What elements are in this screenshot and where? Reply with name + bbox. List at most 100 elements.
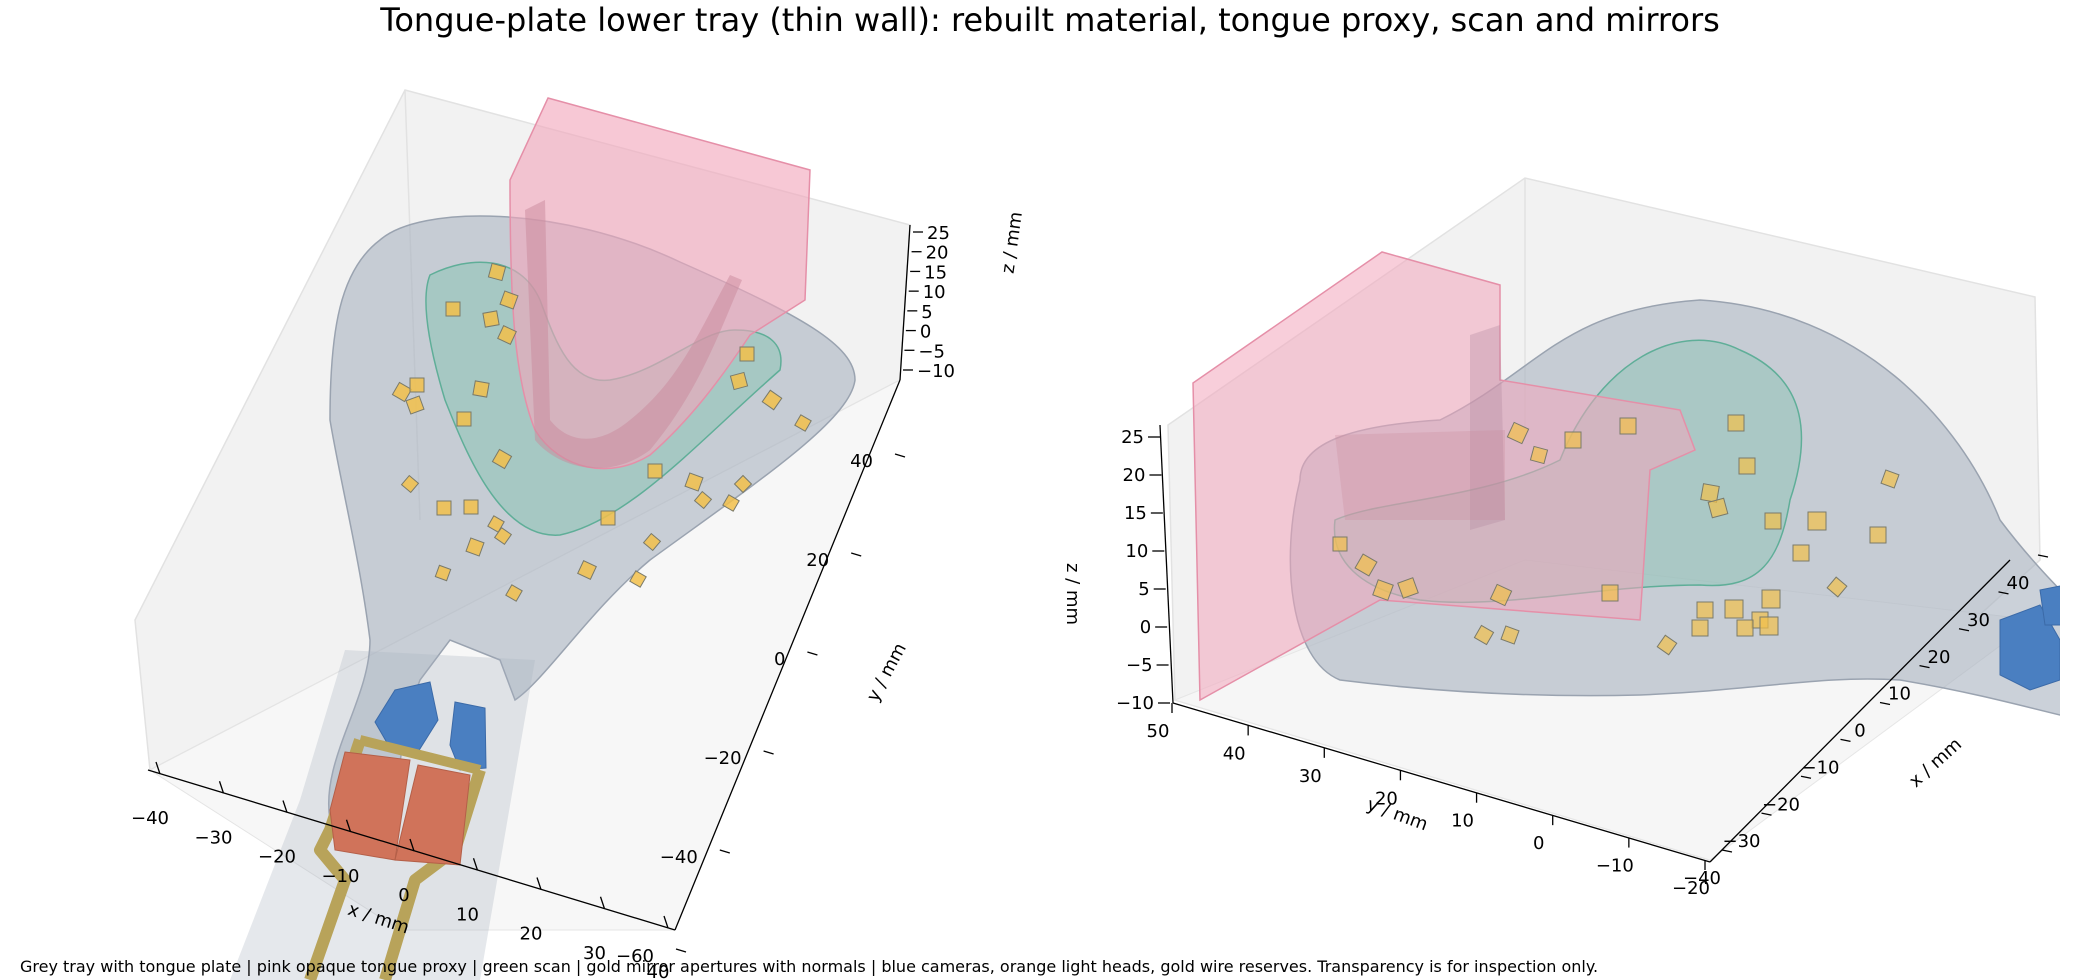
mirror-aperture <box>1619 417 1637 435</box>
right-y-axis-tick-label: 30 <box>1299 766 1322 787</box>
right-x-axis-tick-label: 0 <box>1854 721 1865 742</box>
right-mirror-apertures <box>1332 414 1900 656</box>
left-x-axis-tick-label: −30 <box>195 827 233 848</box>
right-x-axis-tick <box>2037 554 2049 558</box>
mirror-aperture <box>1564 431 1582 449</box>
mirror-aperture <box>1489 583 1513 607</box>
right-y-axis-tick-label: 10 <box>1451 811 1474 832</box>
left-y-axis-tick <box>851 552 862 557</box>
mirror-aperture <box>497 325 517 345</box>
left-y-axis-tick <box>763 750 774 755</box>
right-camera-1 <box>1999 604 2060 691</box>
right-y-axis-tick-label: 50 <box>1147 721 1170 742</box>
right-z-axis-tick-label: −5 <box>1126 655 1153 676</box>
right-z-axis-tick-label: 25 <box>1121 427 1144 448</box>
mirror-aperture <box>642 532 662 552</box>
right-z-axis-tick-label: 10 <box>1125 541 1148 562</box>
mirror-aperture <box>684 472 704 492</box>
mirror-aperture <box>405 395 425 415</box>
left-z-axis-tick-label: 0 <box>920 322 931 343</box>
mirror-aperture <box>505 584 523 602</box>
right-x-axis <box>1709 559 2011 863</box>
left-x-axis-tick <box>282 800 288 813</box>
mirror-aperture <box>647 463 663 479</box>
left-tongue-inner <box>525 200 742 469</box>
left-mirror-apertures <box>391 262 812 602</box>
mirror-aperture <box>729 371 749 391</box>
mirror-aperture <box>436 500 452 516</box>
right-y-axis-tick-label: 40 <box>1223 743 1246 764</box>
left-y-axis-tick <box>894 453 906 458</box>
right-x-axis-tick-label: 30 <box>1967 610 1990 631</box>
left-x-axis-tick <box>218 781 225 794</box>
mirror-aperture <box>409 377 425 393</box>
right-camera-2 <box>2039 585 2060 626</box>
mirror-aperture <box>761 389 783 411</box>
mirror-aperture <box>1826 576 1848 598</box>
left-y-axis-label: y / mm <box>863 640 911 706</box>
right-z-axis-tick-label: 0 <box>1140 617 1151 638</box>
mirror-aperture <box>491 448 513 470</box>
right-x-axis-label: x / mm <box>1905 734 1966 792</box>
left-y-axis-tick-label: 40 <box>850 451 873 472</box>
mirror-aperture <box>434 564 452 582</box>
left-x-axis-tick <box>536 877 542 890</box>
left-y-axis-tick-label: −40 <box>660 847 698 868</box>
left-y-axis-tick-label: −60 <box>616 946 654 967</box>
right-3d-plot <box>1167 177 2060 861</box>
left-y-axis-tick-label: −20 <box>704 748 742 769</box>
mirror-aperture <box>722 494 740 512</box>
mirror-aperture <box>1354 553 1378 577</box>
left-x-axis-tick-label: −40 <box>131 808 169 829</box>
mirror-aperture <box>1736 619 1754 637</box>
mirror-aperture <box>1880 469 1900 489</box>
right-x-axis-tick <box>1919 664 1930 669</box>
left-x-axis-tick <box>345 819 352 832</box>
left-z-axis-tick-label: 15 <box>924 262 947 283</box>
left-y-axis-tick-label: 20 <box>806 550 829 571</box>
mirror-aperture <box>400 474 420 494</box>
left-x-axis-tick <box>472 858 479 871</box>
right-x-axis-tick <box>1879 701 1891 706</box>
left-x-axis-tick-label: 10 <box>456 904 479 925</box>
left-x-axis-tick-label: 0 <box>398 885 409 906</box>
left-x-axis-tick-label: −10 <box>322 866 360 887</box>
right-y-axis-tick-label: 20 <box>1375 788 1398 809</box>
left-wire-reserve-2 <box>379 768 486 980</box>
figure-caption: Grey tray with tongue plate | pink opaqu… <box>20 957 1599 976</box>
mirror-aperture <box>1761 589 1781 609</box>
left-z-axis-tick-label: −10 <box>917 361 955 382</box>
mirror-aperture <box>1807 511 1827 531</box>
left-y-axis-tick <box>719 849 730 854</box>
right-x-axis-tick-label: −40 <box>1683 868 1721 889</box>
mirror-aperture <box>1724 599 1744 619</box>
mirror-aperture <box>1759 616 1779 636</box>
right-z-axis-tick-label: −10 <box>1116 693 1154 714</box>
right-tongue-inner <box>1470 325 1505 530</box>
left-y-axis-tick-label: 0 <box>774 649 785 670</box>
left-x-axis-tick <box>155 761 161 775</box>
left-x-axis-tick-label: 20 <box>520 924 543 945</box>
mirror-aperture <box>600 510 616 526</box>
mirror-aperture <box>1397 577 1419 599</box>
left-z-axis-tick-label: 5 <box>921 302 932 323</box>
mirror-aperture <box>465 537 485 557</box>
mirror-aperture <box>482 310 500 328</box>
right-x-axis-tick-label: −10 <box>1802 757 1840 778</box>
mirror-aperture <box>1332 536 1348 552</box>
left-x-axis-tick-label: −20 <box>258 847 296 868</box>
mirror-aperture <box>1656 634 1678 656</box>
mirror-aperture <box>487 262 507 282</box>
mirror-aperture <box>1792 544 1810 562</box>
mirror-aperture <box>1696 601 1714 619</box>
right-x-axis-tick <box>1958 628 1970 632</box>
left-x-axis-tick-label: 40 <box>647 962 670 980</box>
mirror-aperture <box>1601 584 1619 602</box>
left-y-axis-tick <box>675 948 687 953</box>
figure-title: Tongue-plate lower tray (thin wall): reb… <box>380 1 1720 39</box>
right-x-axis-tick-label: −20 <box>1762 794 1800 815</box>
right-y-axis-tick-label: −20 <box>1672 878 1710 899</box>
left-x-axis-tick <box>599 896 606 909</box>
left-x-axis-tick <box>663 915 669 929</box>
